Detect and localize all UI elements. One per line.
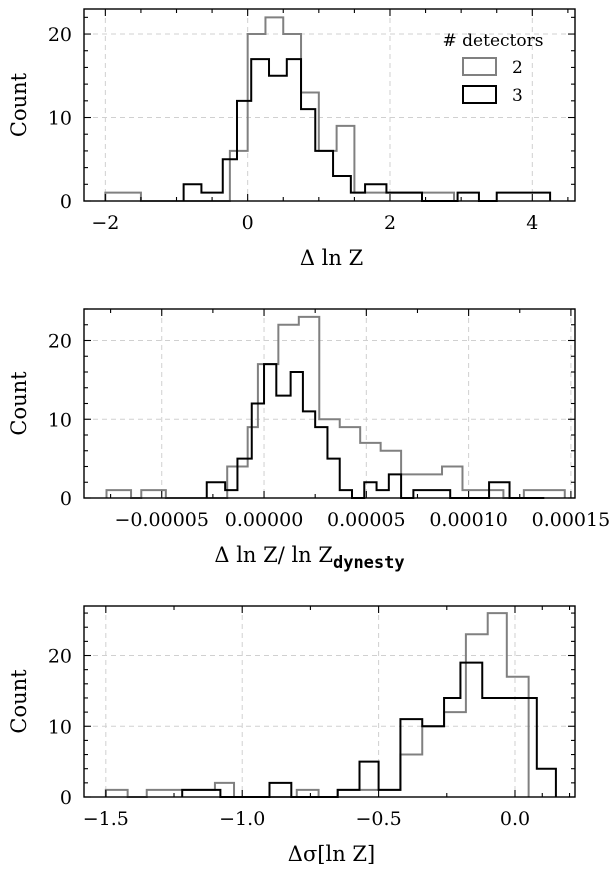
y-tick-label: 10: [48, 108, 72, 130]
plot-frame: [83, 605, 576, 798]
histogram-series-3-detectors: [182, 58, 552, 202]
x-tick-label: −1.0: [219, 808, 265, 830]
x-axis-label: Δσ[ln Z]: [288, 842, 375, 866]
x-tick-label: −0.5: [356, 808, 402, 830]
legend-swatch-2: [462, 57, 497, 76]
x-axis-label-subscript: dynesty: [333, 553, 405, 573]
histogram-series-2-detectors: [104, 16, 456, 202]
y-axis-label: Count: [7, 72, 31, 137]
legend-title: # detectors: [443, 31, 544, 51]
x-tick-label: 0: [242, 212, 254, 234]
x-tick-label: −0.00005: [114, 509, 209, 531]
plot-frame: [83, 8, 576, 202]
y-tick-label: 10: [48, 409, 72, 431]
chart-panel-3: −1.5 −1.0 −0.5 0.0 0 10 20 Δσ[ln Z] Count: [7, 605, 576, 866]
y-tick-label: 0: [60, 488, 72, 510]
y-axis-label: Count: [7, 669, 31, 734]
legend-label-3: 3: [512, 86, 523, 106]
x-tick-label: 4: [526, 212, 538, 234]
legend: # detectors 2 3: [443, 31, 544, 106]
y-tick-label: 0: [60, 191, 72, 213]
x-tick-label: 0.00005: [327, 509, 406, 531]
chart-panel-1: −2 0 2 4 0 10 20 Δ ln Z Count # detectors 2 3: [7, 8, 576, 270]
x-tick-label: 0.00010: [429, 509, 508, 531]
x-axis-label: Δ ln Z/ ln Zdynesty: [214, 543, 404, 573]
x-tick-label: 0.00000: [225, 509, 304, 531]
y-tick-label: 20: [48, 24, 72, 46]
y-tick-label: 20: [48, 646, 72, 668]
chart-panel-2: −0.00005 0.00000 0.00005 0.00010 0.00015 0 10 2…: [7, 308, 611, 573]
histogram-series-2-detectors: [104, 612, 530, 798]
legend-label-2: 2: [512, 58, 523, 78]
histogram-series-2-detectors: [105, 315, 566, 499]
y-tick-label: 10: [48, 716, 72, 738]
histogram-series-3-detectors: [205, 363, 545, 499]
y-tick-label: 20: [48, 331, 72, 353]
x-tick-label: −2: [91, 212, 119, 234]
x-tick-label: −1.5: [83, 808, 129, 830]
y-axis-label: Count: [7, 371, 31, 436]
legend-swatch-3: [462, 85, 497, 104]
x-axis-label: Δ ln Z: [300, 246, 363, 270]
x-tick-label: 0.00015: [532, 509, 611, 531]
histogram-series-3-detectors: [181, 661, 557, 798]
y-tick-label: 0: [60, 787, 72, 809]
x-tick-label: 0.0: [500, 808, 530, 830]
plot-frame: [83, 308, 576, 499]
x-tick-label: 2: [384, 212, 396, 234]
